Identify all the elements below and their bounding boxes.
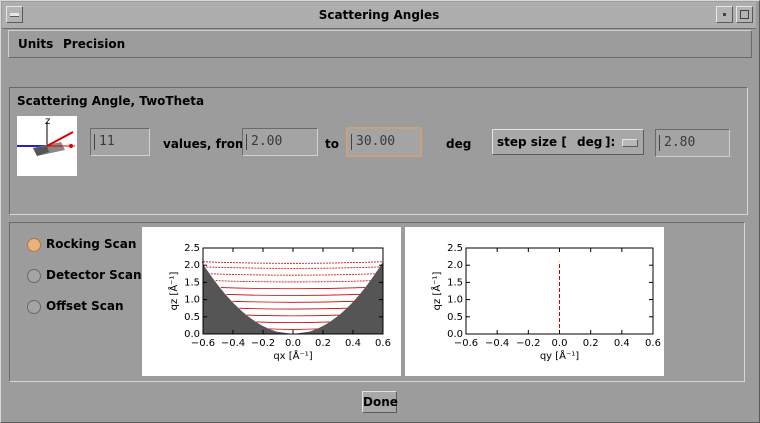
radio-label: Offset Scan — [46, 299, 124, 313]
x-tick-label: −0.6 — [454, 338, 478, 349]
step-close-bracket: ]: — [605, 135, 616, 149]
rocking-scan-line — [226, 294, 360, 296]
x-tick-label: 0.4 — [345, 338, 361, 349]
window-title: Scattering Angles — [318, 8, 440, 22]
values-from-label: values, from — [163, 137, 248, 151]
y-tick-label: 0.0 — [184, 329, 200, 340]
radio-label: Detector Scan — [46, 268, 142, 282]
to-label: to — [325, 137, 339, 151]
x-tick-label: 0.0 — [285, 338, 301, 349]
rocking-scan-line — [202, 261, 384, 264]
rocking-scan-line — [220, 287, 366, 290]
step-unit-value: deg — [577, 135, 603, 149]
scattering-angle-panel — [9, 87, 748, 215]
qy-qz-plot: −0.6 −0.4 −0.2 0.0 0.2 0.4 0.6 0.0 0.5 1.0 1.5 2.0 2… — [405, 227, 664, 376]
rocking-scan-line — [268, 328, 318, 330]
qy-qz-chart: −0.6 −0.4 −0.2 0.0 0.2 0.4 0.6 0.0 0.5 1.0 1.5 2.0 2… — [430, 243, 661, 362]
x-tick-label: 0.2 — [315, 338, 331, 349]
step-size-input[interactable]: 2.80 — [655, 129, 730, 157]
x-axis-label: qy [Å⁻¹] — [540, 349, 579, 362]
x-tick-label: −0.4 — [221, 338, 245, 349]
step-size-label: step size [ — [497, 135, 567, 149]
x-axis-label: qx [Å⁻¹] — [273, 349, 312, 362]
qx-qz-plot: −0.6 −0.4 −0.2 0.0 0.2 0.4 0.6 0.0 0.5 1.0 1.5 2.0 2… — [142, 227, 401, 376]
radio-unselected-icon — [27, 269, 41, 283]
x-tick-label: 0.2 — [583, 338, 599, 349]
to-input[interactable]: 30.00 — [346, 127, 422, 157]
option-menu-icon — [622, 139, 638, 147]
x-tick-label: −0.6 — [191, 338, 215, 349]
y-tick-label: 0.5 — [447, 312, 463, 323]
window-menu-button[interactable] — [6, 6, 23, 23]
x-tick-label: −0.2 — [251, 338, 275, 349]
rocking-scan-line — [239, 307, 347, 310]
count-input[interactable]: 11 — [90, 128, 150, 156]
menu-precision[interactable]: Precision — [63, 37, 126, 51]
svg-text:z: z — [45, 116, 50, 127]
x-tick-label: 0.6 — [645, 338, 661, 349]
rocking-scan-line — [206, 266, 380, 269]
y-tick-label: 2.0 — [447, 260, 463, 271]
rocking-scan-line — [210, 273, 376, 276]
y-tick-label: 1.0 — [184, 295, 200, 306]
step-size-unit-menu[interactable]: step size [ deg ]: — [492, 129, 644, 155]
x-tick-label: −0.2 — [516, 338, 540, 349]
y-tick-label: 2.0 — [184, 260, 200, 271]
y-tick-label: 2.5 — [184, 243, 200, 254]
y-axis-label: qz [Å⁻¹] — [167, 272, 180, 311]
unit-label: deg — [446, 137, 472, 151]
y-tick-label: 1.5 — [447, 277, 463, 288]
y-tick-label: 1.0 — [447, 295, 463, 306]
scattering-geometry-icon: z — [17, 116, 77, 176]
y-tick-label: 0.0 — [447, 329, 463, 340]
minimize-icon — [723, 13, 726, 16]
x-tick-label: 0.0 — [552, 338, 568, 349]
menu-units[interactable]: Units — [18, 37, 54, 51]
window-menu-icon — [10, 13, 19, 17]
rocking-scan-line — [215, 280, 371, 283]
x-tick-label: 0.4 — [614, 338, 630, 349]
maximize-icon — [740, 10, 749, 19]
y-tick-label: 1.5 — [184, 277, 200, 288]
radio-selected-icon — [27, 238, 41, 252]
rocking-scan-line — [232, 300, 354, 303]
y-axis-label: qz [Å⁻¹] — [430, 272, 443, 311]
menu-bar: Units Precision — [8, 30, 752, 58]
y-tick-label: 2.5 — [447, 243, 463, 254]
y-tick-label: 0.5 — [184, 312, 200, 323]
rocking-scan-line — [246, 314, 340, 317]
left-shadow-region — [201, 261, 293, 334]
right-shadow-region — [293, 260, 383, 334]
radio-unselected-icon — [27, 300, 41, 314]
x-tick-label: −0.4 — [485, 338, 509, 349]
title-bar[interactable]: Scattering Angles — [2, 2, 756, 29]
x-tick-label: 0.6 — [375, 338, 391, 349]
scan-panel — [9, 222, 745, 382]
qx-qz-chart: −0.6 −0.4 −0.2 0.0 0.2 0.4 0.6 0.0 0.5 1.0 1.5 2.0 2… — [167, 243, 391, 362]
from-input[interactable]: 2.00 — [242, 128, 318, 156]
section-title: Scattering Angle, TwoTheta — [17, 94, 205, 108]
rocking-scan-line — [256, 321, 330, 324]
done-button[interactable]: Done — [362, 391, 398, 413]
radio-label: Rocking Scan — [46, 237, 137, 251]
maximize-button[interactable] — [736, 6, 753, 23]
minimize-button[interactable] — [716, 6, 733, 23]
